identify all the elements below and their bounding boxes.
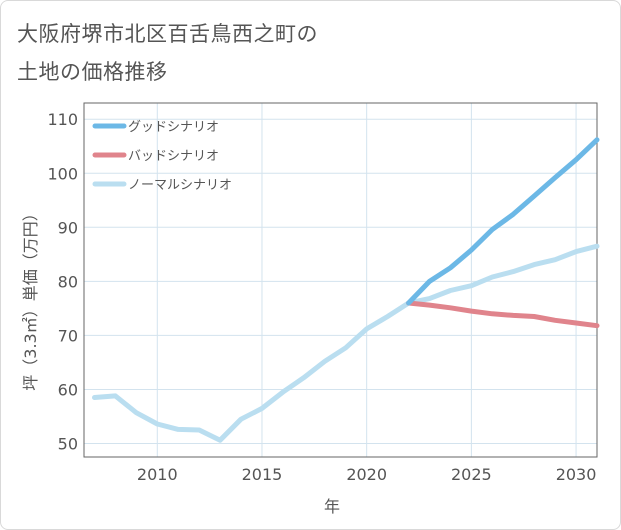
y-tick-label: 110 (47, 110, 78, 129)
plot-area (83, 102, 598, 458)
legend-label-2: ノーマルシナリオ (128, 178, 232, 193)
y-tick-label: 50 (58, 434, 78, 453)
series-layer (92, 137, 600, 443)
tick-labels: 2010 2015 2020 2025 2030 50 60 70 80 90 100 110 (47, 110, 596, 484)
chart-title: 大阪府堺市北区百舌鳥西之町の 土地の価格推移 (17, 15, 577, 91)
y-tick-label: 70 (58, 326, 78, 345)
legend-label-0: グッドシナリオ (128, 120, 219, 135)
series-line-1 (406, 300, 600, 329)
series-line-0 (406, 137, 600, 306)
x-tick-label: 2020 (346, 465, 387, 484)
x-tick-label: 2010 (137, 465, 178, 484)
y-axis-label: 坪（3.3㎡）単価（万円） (21, 205, 40, 390)
x-axis-label: 年 (324, 497, 340, 516)
y-tick-label: 90 (58, 218, 78, 237)
x-tick-label: 2025 (451, 465, 492, 484)
grid-lines (84, 103, 597, 457)
series-line-2 (92, 243, 600, 443)
chart-title-line-1: 大阪府堺市北区百舌鳥西之町の (17, 22, 318, 46)
y-tick-label: 100 (47, 164, 78, 183)
legend-label-1: バッドシナリオ (128, 149, 219, 164)
y-tick-label: 60 (58, 380, 78, 399)
x-tick-label: 2030 (556, 465, 597, 484)
x-tick-label: 2015 (242, 465, 283, 484)
chart-title-line-2: 土地の価格推移 (17, 60, 168, 84)
y-tick-label: 80 (58, 272, 78, 291)
